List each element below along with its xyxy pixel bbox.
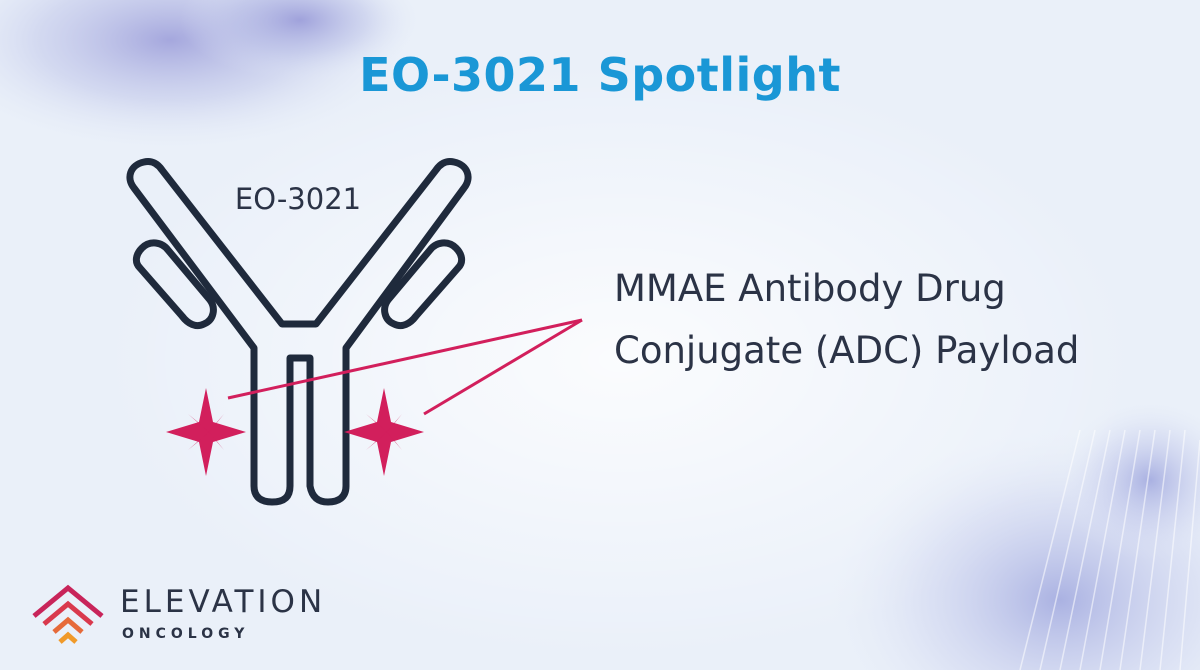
- logo-subtitle: ONCOLOGY: [122, 626, 250, 642]
- page-title: EO-3021 Spotlight: [359, 48, 841, 102]
- logo-name: ELEVATION: [120, 584, 327, 620]
- payload-line-2: Conjugate (ADC) Payload: [614, 329, 1080, 372]
- elevation-logo-icon: [32, 584, 104, 644]
- antibody-label: EO-3021: [235, 182, 361, 216]
- elevation-logo: ELEVATION ONCOLOGY: [30, 582, 350, 650]
- payload-description: MMAE Antibody Drug Conjugate (ADC) Paylo…: [614, 258, 1174, 382]
- payload-pointer-lines: [227, 318, 583, 416]
- payload-line-1: MMAE Antibody Drug: [614, 267, 1006, 310]
- antibody-icon: [126, 158, 472, 506]
- starburst-icon: [166, 388, 246, 476]
- starburst-icon: [344, 388, 424, 476]
